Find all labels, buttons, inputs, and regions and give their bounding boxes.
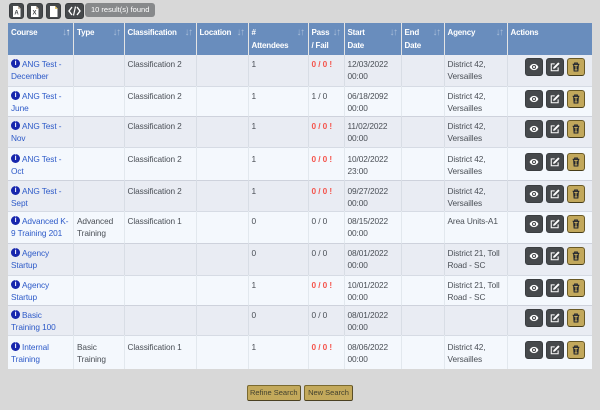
svg-text:X: X xyxy=(32,10,36,16)
svg-text:A: A xyxy=(14,10,19,16)
